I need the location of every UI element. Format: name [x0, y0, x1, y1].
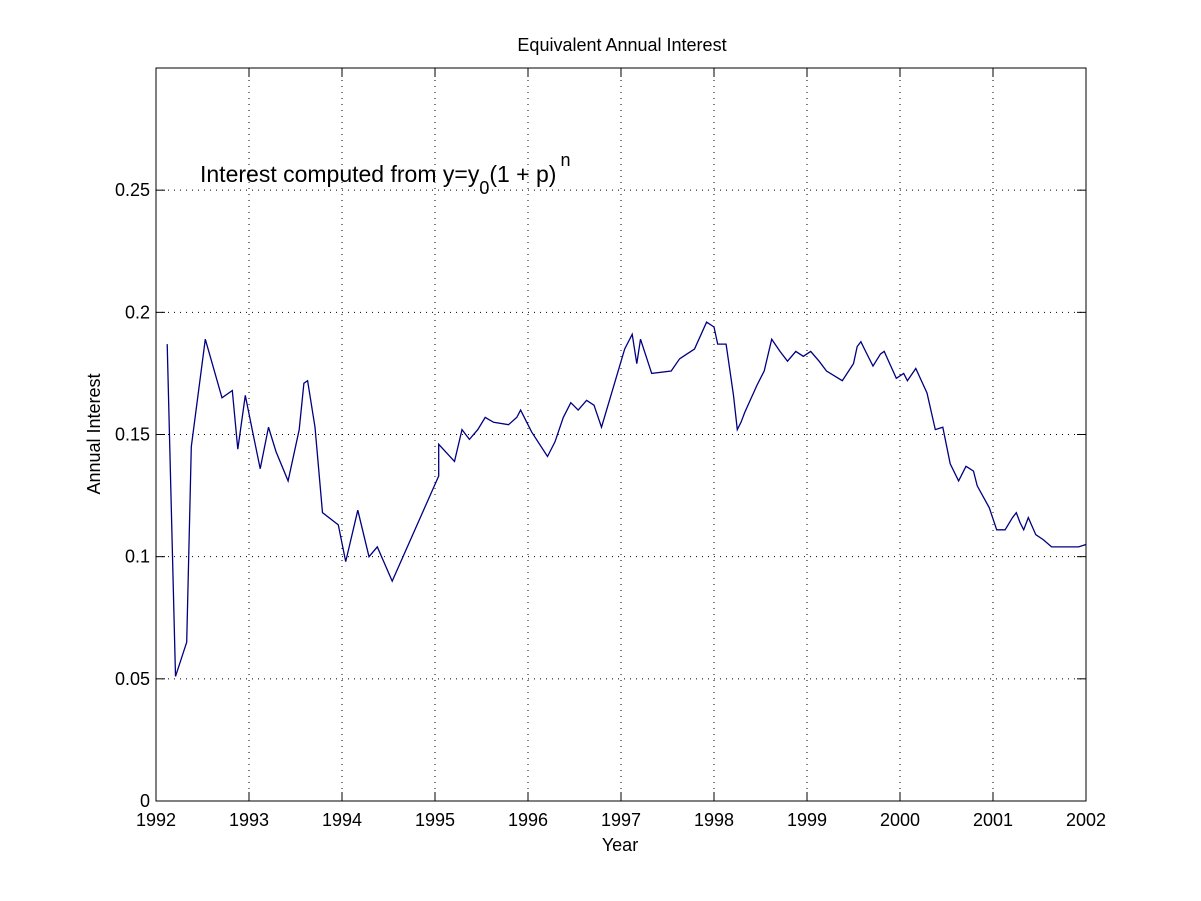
y-tick-label: 0.15 [115, 425, 150, 445]
series-layer [166, 321, 1087, 677]
annotation-superscript: n [560, 150, 570, 170]
tick-layer: 1992 1993 1994 1995 1996 1997 1998 1999 2000 2001… [115, 68, 1106, 830]
interest-series-line [166, 321, 1087, 677]
grid-layer [156, 68, 1086, 801]
x-axis-label: Year [602, 835, 638, 855]
y-tick-label: 0.25 [115, 180, 150, 200]
annotation-mid: (1 + p) [489, 161, 556, 187]
y-tick-label: 0.05 [115, 669, 150, 689]
x-tick-label: 2000 [880, 810, 920, 830]
formula-annotation: Interest computed from y=y0(1 + p)n [200, 150, 570, 198]
x-tick-label: 1995 [415, 810, 455, 830]
annotation-pre: Interest computed from y=y [200, 161, 480, 187]
chart-title: Equivalent Annual Interest [517, 35, 726, 55]
y-tick-label: 0 [140, 791, 150, 811]
x-tick-label: 1999 [787, 810, 827, 830]
x-tick-label: 1996 [508, 810, 548, 830]
x-tick-label: 2001 [973, 810, 1013, 830]
y-tick-label: 0.2 [125, 302, 150, 322]
x-tick-label: 1997 [601, 810, 641, 830]
x-tick-label: 1998 [694, 810, 734, 830]
y-axis-label: Annual Interest [84, 373, 104, 494]
x-tick-label: 1992 [136, 810, 176, 830]
y-tick-label: 0.1 [125, 547, 150, 567]
x-tick-label: 1994 [322, 810, 362, 830]
x-tick-label: 2002 [1066, 810, 1106, 830]
annotation-subscript: 0 [479, 178, 489, 198]
x-tick-label: 1993 [229, 810, 269, 830]
